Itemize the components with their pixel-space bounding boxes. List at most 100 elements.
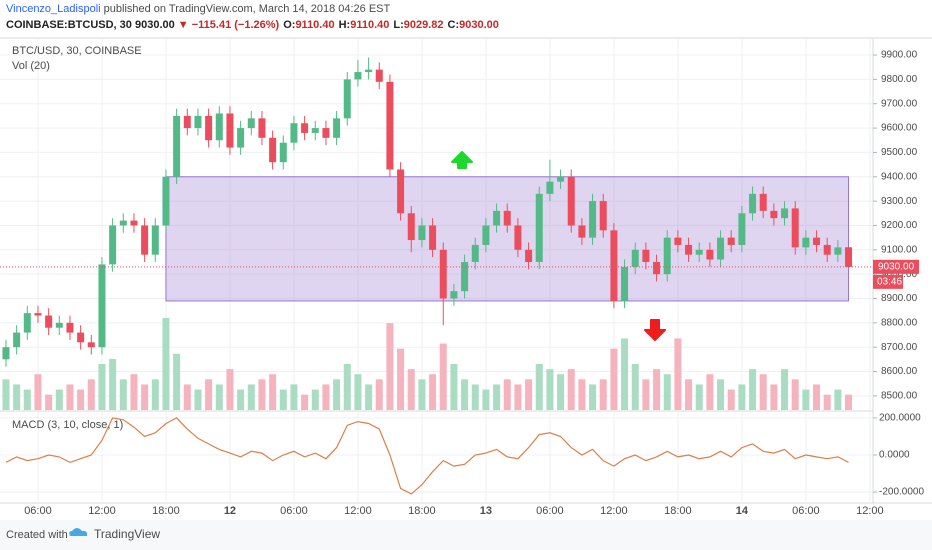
volume-bar xyxy=(23,389,31,410)
macd-tick-label: -200.0000 xyxy=(879,487,924,498)
candle-body xyxy=(311,128,319,133)
candle-body xyxy=(173,115,181,177)
volume-bar xyxy=(87,379,95,410)
volume-bar xyxy=(141,384,149,410)
volume-bar xyxy=(290,384,298,410)
candle-body xyxy=(386,81,394,170)
x-tick-label: 06:00 xyxy=(792,505,820,517)
candle-body xyxy=(567,176,575,226)
candle-body xyxy=(845,247,853,267)
logo xyxy=(69,528,88,536)
brand[interactable]: TradingView xyxy=(94,527,160,541)
author[interactable]: Vincenzo_Ladispoli xyxy=(6,3,101,15)
candle-body xyxy=(706,249,714,260)
candle-body xyxy=(215,113,223,141)
y-tick-label: 9600.00 xyxy=(881,123,918,134)
volume-bar xyxy=(706,374,714,410)
volume-bar xyxy=(621,338,629,410)
x-tick-label: 06:00 xyxy=(280,505,308,517)
countdown-bg xyxy=(873,274,903,289)
volume-bar xyxy=(66,384,74,410)
candle-body xyxy=(13,332,21,348)
x-tick-label: 06:00 xyxy=(536,505,564,517)
candle-body xyxy=(471,244,479,262)
candle-body xyxy=(674,237,682,245)
volume-bar xyxy=(418,379,426,410)
candle-body xyxy=(194,115,202,129)
volume-bar xyxy=(311,389,319,410)
x-tick-label: 12:00 xyxy=(88,505,116,517)
candle-body xyxy=(343,79,351,119)
volume-bar xyxy=(471,384,479,410)
volume-bar xyxy=(567,369,575,410)
volume-bar xyxy=(727,389,735,410)
volume-bar xyxy=(397,348,405,410)
volume-bar xyxy=(610,348,618,410)
change: ▼ −115.41 (−1.26%) xyxy=(178,19,280,31)
volume-bar xyxy=(194,389,202,410)
candle-body xyxy=(34,313,42,316)
y-tick-label: 9900.00 xyxy=(881,50,918,61)
x-tick-label: 13 xyxy=(480,505,492,517)
volume-bar xyxy=(845,394,853,410)
y-tick-label: 9200.00 xyxy=(881,220,918,231)
volume-bar xyxy=(791,379,799,410)
x-tick-label: 18:00 xyxy=(152,505,180,517)
volume-bar xyxy=(557,374,565,410)
volume-bar xyxy=(2,379,10,410)
ohlc-label: L: xyxy=(393,19,403,31)
candle-body xyxy=(290,123,298,143)
volume-bar xyxy=(98,364,106,410)
candle-body xyxy=(770,210,778,219)
volume-bar xyxy=(333,379,341,410)
volume-bar xyxy=(173,353,181,410)
volume-bar xyxy=(674,338,682,410)
volume-bar xyxy=(749,369,757,410)
candle-body xyxy=(237,128,245,148)
volume-bar xyxy=(599,379,607,410)
volume-bar xyxy=(215,384,223,410)
candle-body xyxy=(418,225,426,241)
volume-bar xyxy=(13,384,21,410)
volume-bar xyxy=(503,379,511,410)
candle-body xyxy=(749,193,757,214)
ohlc-label: C: xyxy=(448,19,460,31)
published: published on TradingView.com, March 14, … xyxy=(104,3,391,15)
volume-bar xyxy=(77,389,85,410)
y-tick-label: 8700.00 xyxy=(881,342,918,353)
candle-body xyxy=(727,237,735,245)
candle-body xyxy=(834,247,842,255)
volume-bar xyxy=(642,379,650,410)
x-tick-label: 14 xyxy=(736,505,749,517)
y-tick-label: 8800.00 xyxy=(881,317,918,328)
x-tick-label: 18:00 xyxy=(408,505,436,517)
candle-body xyxy=(717,237,725,260)
volume-bar xyxy=(151,379,159,410)
x-tick-label: 06:00 xyxy=(24,505,52,517)
candle-body xyxy=(130,220,138,226)
volume-bar xyxy=(813,384,821,410)
candle-body xyxy=(279,142,287,163)
x-tick-label: 12:00 xyxy=(600,505,628,517)
volume-bar xyxy=(514,384,522,410)
volume-bar xyxy=(535,364,543,410)
y-tick-label: 9800.00 xyxy=(881,74,918,85)
volume-bar xyxy=(375,379,383,410)
candle-body xyxy=(365,69,373,73)
volume-bar xyxy=(695,384,703,410)
volume-bar xyxy=(589,384,597,410)
candle-body xyxy=(599,201,607,231)
volume-bar xyxy=(663,374,671,410)
candle-body xyxy=(685,244,693,255)
volume-bar xyxy=(343,364,351,410)
volume-bar xyxy=(834,389,842,410)
volume-bar xyxy=(258,379,266,410)
candle-body xyxy=(141,225,149,255)
candle-body xyxy=(578,225,586,238)
candle-body xyxy=(119,220,127,226)
candle-body xyxy=(87,342,95,348)
volume-bar xyxy=(802,389,810,410)
candle-body xyxy=(461,261,469,292)
volume-bar xyxy=(717,379,725,410)
header-line: Vincenzo_Ladispoli published on TradingV… xyxy=(6,3,391,15)
